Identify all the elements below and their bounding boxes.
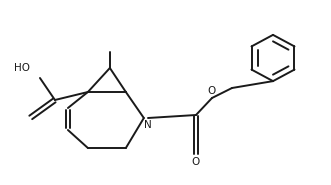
Text: O: O — [208, 86, 216, 96]
Text: N: N — [144, 120, 152, 130]
Text: HO: HO — [14, 63, 30, 73]
Text: O: O — [192, 157, 200, 167]
